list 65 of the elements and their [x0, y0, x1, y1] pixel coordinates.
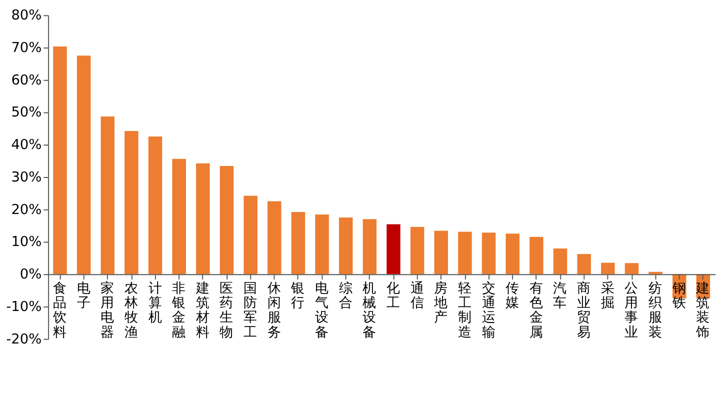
y-tick-label: 60% — [11, 72, 42, 88]
y-tick-label: 30% — [11, 169, 42, 186]
bar — [577, 254, 591, 274]
x-tick-label: 汽车 — [553, 280, 568, 311]
x-tick-label: 房地产 — [433, 280, 448, 326]
bar — [291, 212, 306, 274]
y-tick-label: 70% — [11, 40, 42, 56]
bar — [148, 136, 162, 274]
y-tick-label: 20% — [11, 202, 42, 218]
x-tick-label: 食品饮料 — [52, 280, 67, 340]
bar — [530, 236, 544, 274]
bar — [196, 163, 210, 274]
x-tick-label: 商业贸易 — [577, 280, 592, 340]
x-tick-label: 电气设备 — [315, 280, 330, 340]
bar — [624, 263, 639, 274]
x-tick-label: 非银金融 — [171, 280, 186, 340]
bar — [410, 226, 424, 274]
bar — [220, 166, 234, 274]
x-tick-label: 交通运输 — [482, 280, 496, 340]
x-tick-label: 机械设备 — [362, 280, 377, 340]
x-tick-label: 国防军工 — [244, 280, 258, 340]
bar — [53, 46, 67, 274]
bar — [506, 234, 520, 274]
x-tick-label: 钢铁 — [671, 280, 686, 311]
x-tick-label: 通信 — [410, 280, 424, 311]
bar — [338, 217, 353, 274]
x-tick-label: 建筑材料 — [194, 280, 210, 340]
bar — [601, 262, 615, 274]
bar — [362, 219, 377, 274]
x-tick-label: 电子 — [76, 280, 91, 311]
x-tick-label: 综合 — [338, 280, 353, 311]
x-tick-label: 采掘 — [600, 280, 615, 311]
x-tick-label: 家用电器 — [100, 280, 115, 340]
bar — [244, 196, 258, 274]
x-tick-label: 公用事业 — [624, 280, 639, 340]
bar — [315, 214, 329, 274]
bar — [172, 158, 186, 274]
x-tick-label: 轻工制造 — [458, 280, 472, 340]
x-tick-label: 有色金属 — [529, 280, 544, 340]
bar — [386, 224, 400, 274]
y-tick-label: -20% — [6, 331, 42, 348]
x-tick-label: 银行 — [290, 280, 306, 311]
bar — [100, 116, 114, 274]
y-tick-label: 0% — [20, 266, 42, 283]
x-tick-label: 建筑装饰 — [695, 280, 710, 340]
y-tick-label: 50% — [11, 104, 42, 121]
x-tick-label: 计算机 — [148, 280, 162, 326]
y-tick-label: 40% — [11, 137, 42, 154]
bar — [648, 272, 662, 274]
y-tick-label: -10% — [6, 298, 42, 315]
y-tick-label: 10% — [11, 234, 42, 250]
bar — [482, 232, 496, 274]
bar — [124, 131, 138, 274]
x-tick-label: 传媒 — [506, 280, 520, 311]
y-tick-label: 80% — [11, 8, 42, 24]
bar — [553, 248, 568, 274]
bar — [434, 230, 448, 274]
bar — [76, 56, 91, 274]
bar — [268, 201, 282, 274]
x-tick-label: 医药生物 — [220, 280, 234, 340]
bar — [458, 232, 472, 274]
x-tick-label: 纺织服装 — [648, 280, 663, 340]
x-tick-label: 化工 — [386, 280, 400, 311]
x-tick-label: 休闲服务 — [267, 280, 282, 340]
x-tick-label: 农林牧渔 — [123, 280, 138, 340]
